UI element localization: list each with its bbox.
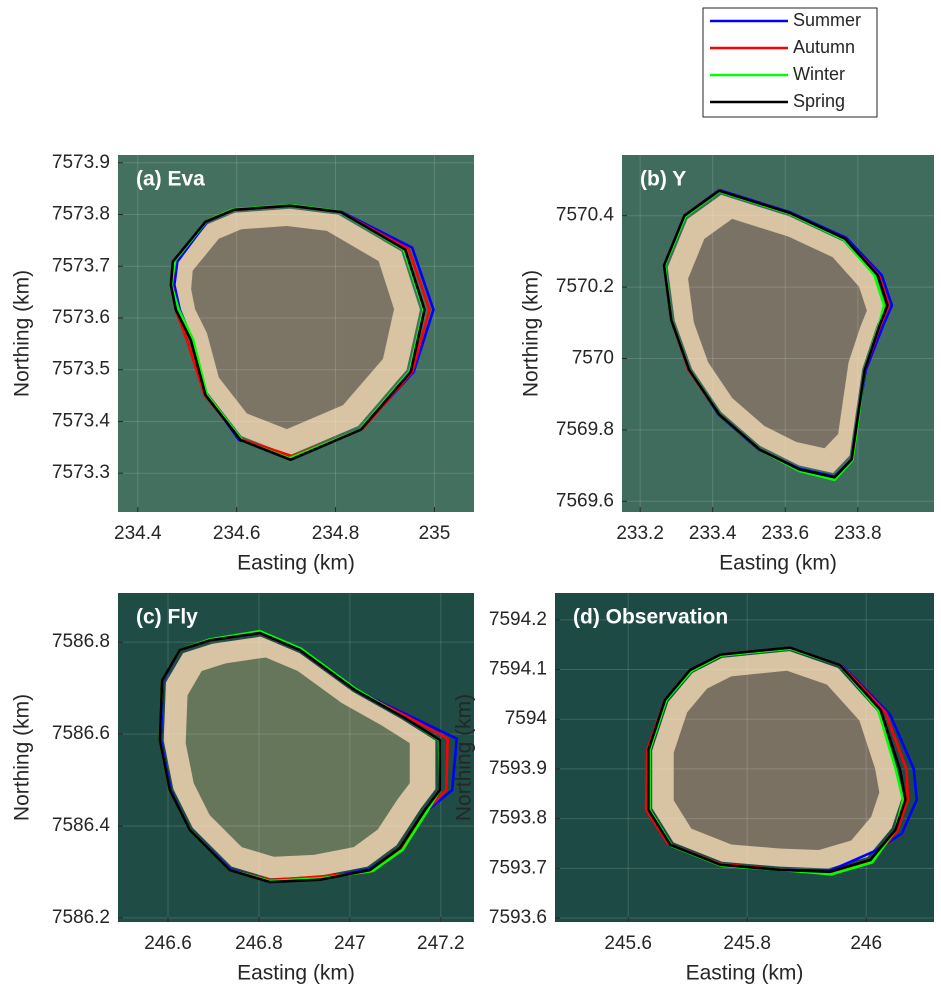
shoreline bbox=[647, 646, 907, 874]
legend-box bbox=[702, 7, 878, 118]
x-axis-label: Easting (km) bbox=[719, 552, 837, 575]
plot-area bbox=[555, 593, 934, 922]
y-tick-label: 7586.4 bbox=[52, 815, 111, 836]
panel: 233.2 233.4 233.6 233.8 7569.6 7569.8 7570 7570… bbox=[520, 155, 934, 575]
panel: 245.6 245.8 246 7593.6 7593.7 7593.8 7593.9 759… bbox=[453, 593, 934, 985]
y-tick-label: 7573.5 bbox=[52, 359, 110, 380]
x-axis-label: Easting (km) bbox=[237, 962, 355, 985]
y-tick-label: 7569.6 bbox=[556, 490, 614, 511]
island-vegetation bbox=[185, 657, 410, 857]
plot-area bbox=[118, 155, 474, 512]
legend-label: Autumn bbox=[793, 37, 855, 57]
island-vegetation bbox=[688, 218, 867, 449]
x-tick-label: 234.6 bbox=[213, 523, 261, 544]
shoreline bbox=[158, 631, 442, 884]
y-tick-label: 7593.8 bbox=[489, 808, 547, 829]
y-axis-label: Northing (km) bbox=[520, 270, 543, 397]
y-tick-label: 7593.6 bbox=[489, 907, 547, 928]
shoreline bbox=[169, 204, 426, 462]
panel-label: (a) Eva bbox=[136, 168, 205, 191]
x-tick-label: 247.2 bbox=[417, 933, 465, 954]
y-tick-label: 7573.9 bbox=[52, 152, 110, 173]
plot-area bbox=[622, 155, 934, 512]
x-tick-label: 234.8 bbox=[312, 523, 360, 544]
panel-label: (b) Y bbox=[640, 168, 686, 191]
legend-label: Summer bbox=[793, 10, 861, 30]
legend-label: Spring bbox=[793, 91, 845, 111]
x-axis-label: Easting (km) bbox=[237, 552, 355, 575]
y-axis-label: Northing (km) bbox=[11, 270, 34, 397]
y-tick-label: 7573.7 bbox=[52, 255, 110, 276]
y-tick-label: 7593.7 bbox=[489, 857, 547, 878]
x-axis-label: Easting (km) bbox=[686, 962, 804, 985]
panel-label: (c) Fly bbox=[136, 606, 198, 629]
plot-area bbox=[118, 593, 474, 922]
x-tick-label: 246.8 bbox=[235, 933, 283, 954]
panel: 246.6 246.8 247 247.2 7586.2 7586.4 7586.6 7586… bbox=[11, 593, 474, 985]
x-tick-label: 245.8 bbox=[723, 933, 771, 954]
panel: 234.4 234.6 234.8 235 7573.3 7573.4 7573.5 7573… bbox=[11, 152, 474, 575]
y-tick-label: 7586.8 bbox=[52, 631, 110, 652]
y-tick-label: 7573.4 bbox=[52, 410, 111, 431]
x-tick-label: 235 bbox=[419, 523, 451, 544]
x-tick-label: 233.6 bbox=[761, 523, 809, 544]
x-tick-label: 233.8 bbox=[834, 523, 882, 544]
y-axis-label: Northing (km) bbox=[453, 694, 476, 821]
island-vegetation bbox=[673, 670, 880, 851]
y-tick-label: 7586.6 bbox=[52, 723, 110, 744]
y-axis-label: Northing (km) bbox=[11, 694, 34, 821]
panel-label: (d) Observation bbox=[573, 606, 728, 629]
y-tick-label: 7586.2 bbox=[52, 907, 110, 928]
y-tick-label: 7593.9 bbox=[489, 758, 547, 779]
y-tick-label: 7573.6 bbox=[52, 307, 110, 328]
y-tick-label: 7573.8 bbox=[52, 204, 110, 225]
y-tick-label: 7570.4 bbox=[556, 205, 615, 226]
x-tick-label: 246 bbox=[850, 933, 882, 954]
y-tick-label: 7569.8 bbox=[556, 419, 614, 440]
y-tick-label: 7573.3 bbox=[52, 462, 110, 483]
y-tick-label: 7594.2 bbox=[489, 609, 547, 630]
island-vegetation bbox=[191, 225, 395, 430]
x-tick-label: 234.4 bbox=[114, 523, 162, 544]
x-tick-label: 246.6 bbox=[144, 933, 192, 954]
y-tick-label: 7570 bbox=[572, 348, 614, 369]
x-tick-label: 247 bbox=[334, 933, 366, 954]
legend: Summer Autumn Winter Spring bbox=[702, 7, 878, 118]
y-tick-label: 7594.1 bbox=[489, 659, 547, 680]
shoreline bbox=[662, 189, 889, 479]
x-tick-label: 233.2 bbox=[616, 523, 664, 544]
x-tick-label: 233.4 bbox=[689, 523, 737, 544]
legend-label: Winter bbox=[793, 64, 845, 84]
y-tick-label: 7570.2 bbox=[556, 276, 614, 297]
y-tick-label: 7594 bbox=[505, 708, 548, 729]
x-tick-label: 245.6 bbox=[604, 933, 652, 954]
